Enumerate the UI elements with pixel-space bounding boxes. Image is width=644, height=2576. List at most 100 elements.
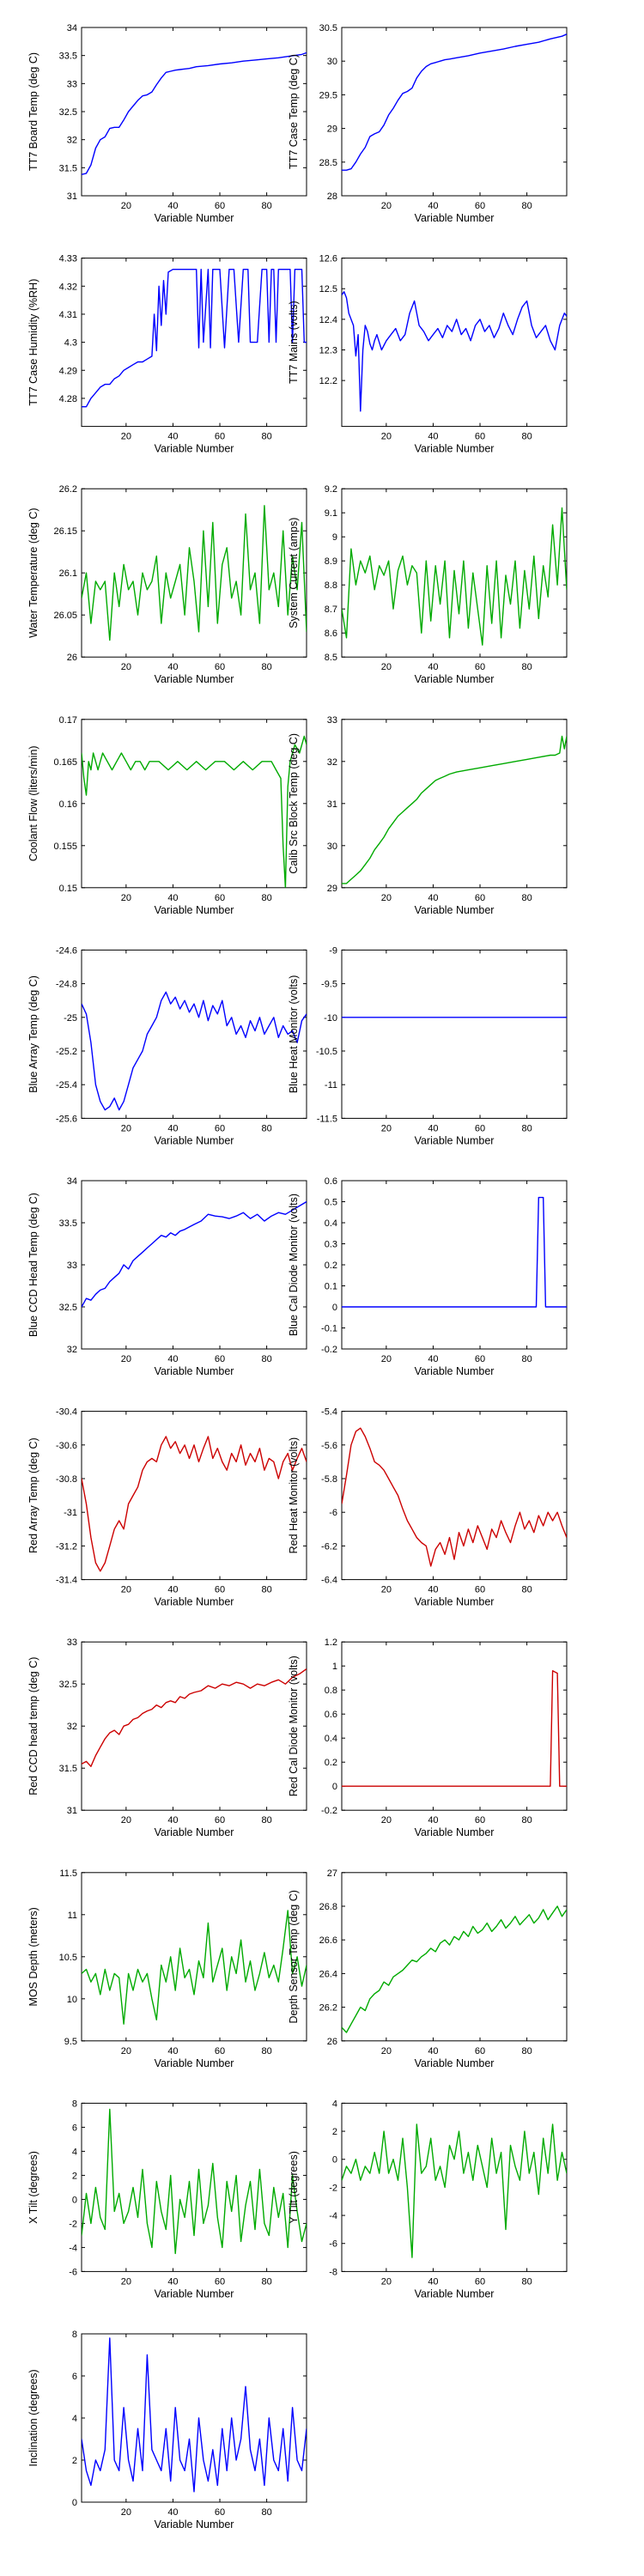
x-tick-label: 80 bbox=[521, 201, 532, 211]
x-tick-label: 20 bbox=[121, 893, 131, 903]
x-tick-label: 60 bbox=[475, 1585, 485, 1595]
y-tick-label: 2 bbox=[72, 2456, 77, 2466]
y-tick-label: -9.5 bbox=[321, 980, 337, 990]
series-line-0 bbox=[82, 1668, 307, 1767]
y-tick-label: 0.6 bbox=[325, 1176, 337, 1187]
y-tick-label: 0.15 bbox=[59, 884, 77, 894]
y-tick-label: 1 bbox=[332, 1662, 337, 1672]
y-tick-label: 31 bbox=[67, 1806, 77, 1816]
chart-panel-1: 28 28.5 29 29.5 30 30.5 20 40 60 80 Variable Numbe… bbox=[288, 23, 568, 224]
x-tick-label: 20 bbox=[121, 1815, 131, 1826]
chart-panel-7: 29 30 31 32 33 20 40 60 80 Variable Number Calib S… bbox=[288, 715, 568, 916]
chart-panel-3: 12.2 12.3 12.4 12.5 12.6 20 40 60 80 Variable Num… bbox=[288, 254, 568, 455]
y-tick-label: 26.4 bbox=[319, 1969, 337, 1979]
x-tick-label: 40 bbox=[167, 893, 178, 903]
x-axis-label: Variable Number bbox=[415, 1826, 495, 1838]
x-tick-label: 20 bbox=[381, 1815, 392, 1826]
y-tick-label: 33 bbox=[67, 1637, 77, 1648]
x-tick-label: 80 bbox=[521, 2046, 532, 2057]
plot-frame bbox=[81, 1641, 307, 1811]
y-tick-label: 0.155 bbox=[53, 841, 77, 852]
y-tick-label: 26 bbox=[67, 653, 77, 663]
series-line-0 bbox=[342, 291, 567, 412]
y-tick-label: 8.7 bbox=[325, 605, 337, 615]
plot-frame bbox=[81, 1180, 307, 1350]
y-tick-label: 32 bbox=[67, 1345, 77, 1355]
series-line-0 bbox=[342, 735, 567, 884]
x-axis-label: Variable Number bbox=[155, 904, 234, 916]
y-tick-label: -4 bbox=[329, 2211, 337, 2221]
y-tick-label: -0.2 bbox=[321, 1806, 337, 1816]
plot-frame bbox=[81, 719, 307, 889]
x-axis-label: Variable Number bbox=[155, 1134, 234, 1146]
y-tick-label: -11 bbox=[325, 1080, 337, 1091]
y-tick-label: 31 bbox=[327, 799, 337, 810]
x-tick-label: 40 bbox=[428, 201, 438, 211]
x-axis-label: Variable Number bbox=[155, 2518, 234, 2530]
y-tick-label: -2 bbox=[69, 2219, 77, 2229]
plot-frame bbox=[341, 27, 568, 197]
y-tick-label: 34 bbox=[67, 23, 77, 33]
y-tick-label: -5.6 bbox=[321, 1441, 337, 1451]
y-tick-label: 0.165 bbox=[53, 757, 77, 768]
y-tick-label: 4.3 bbox=[64, 338, 77, 349]
x-tick-label: 60 bbox=[475, 893, 485, 903]
y-tick-label: -10.5 bbox=[316, 1047, 337, 1057]
y-tick-label: 4 bbox=[332, 2099, 337, 2109]
y-tick-label: 32.5 bbox=[59, 107, 77, 118]
y-axis-label: Red Array Temp (deg C) bbox=[27, 1437, 39, 1553]
chart-panel-13: -6.4 -6.2 -6 -5.8 -5.6 -5.4 20 40 60 80 Variable N… bbox=[288, 1407, 568, 1608]
y-tick-label: -25.4 bbox=[56, 1080, 77, 1091]
chart-panel-19: -8 -6 -4 -2 0 2 4 20 40 60 80 Variable Number Y Tilt… bbox=[288, 2099, 568, 2300]
y-axis-label: Blue CCD Head Temp (deg C) bbox=[27, 1193, 39, 1337]
x-tick-label: 40 bbox=[428, 1585, 438, 1595]
y-tick-label: -30.4 bbox=[56, 1407, 77, 1418]
x-tick-label: 20 bbox=[121, 2046, 131, 2057]
y-axis-label: TT7 Case Humidity (%RH) bbox=[27, 279, 39, 406]
x-axis-label: Variable Number bbox=[415, 904, 495, 916]
y-tick-label: 30.5 bbox=[319, 23, 337, 33]
y-tick-label: 32.5 bbox=[59, 1303, 77, 1313]
y-tick-label: 10 bbox=[67, 1995, 77, 2005]
y-tick-label: -31 bbox=[64, 1508, 77, 1518]
x-tick-label: 40 bbox=[167, 2046, 178, 2057]
y-tick-label: 10.5 bbox=[59, 1953, 77, 1963]
x-tick-label: 60 bbox=[475, 1354, 485, 1364]
y-tick-label: 6 bbox=[72, 2372, 77, 2382]
y-tick-label: 33 bbox=[67, 79, 77, 89]
y-tick-label: 1.2 bbox=[325, 1637, 337, 1648]
y-tick-label: 9.1 bbox=[325, 508, 337, 519]
y-tick-label: 27 bbox=[327, 1868, 337, 1879]
x-axis-label: Variable Number bbox=[155, 1596, 234, 1608]
y-tick-label: -30.6 bbox=[56, 1441, 77, 1451]
plot-frame bbox=[81, 949, 307, 1119]
y-tick-label: 8 bbox=[72, 2330, 77, 2340]
x-axis-label: Variable Number bbox=[155, 212, 234, 224]
y-tick-label: 32.5 bbox=[59, 1680, 77, 1690]
x-tick-label: 20 bbox=[121, 1585, 131, 1595]
y-tick-label: 12.3 bbox=[319, 346, 337, 356]
y-tick-label: 0.17 bbox=[59, 715, 77, 726]
y-tick-label: -31.2 bbox=[56, 1541, 77, 1552]
x-tick-label: 20 bbox=[121, 2507, 131, 2518]
x-tick-label: 80 bbox=[261, 2276, 271, 2287]
y-tick-label: 33 bbox=[327, 715, 337, 726]
y-tick-label: 9 bbox=[332, 532, 337, 543]
y-tick-label: 4.31 bbox=[59, 310, 77, 320]
y-tick-label: 12.4 bbox=[319, 315, 337, 325]
y-tick-label: 0.2 bbox=[325, 1758, 337, 1768]
x-tick-label: 20 bbox=[121, 1123, 131, 1133]
x-tick-label: 40 bbox=[167, 1815, 178, 1826]
y-axis-label: Water Temperature (deg C) bbox=[27, 507, 39, 637]
y-tick-label: -2 bbox=[329, 2183, 337, 2193]
chart-panel-8: -25.6 -25.4 -25.2 -25 -24.8 -24.6 20 40 60 80 Vari… bbox=[27, 945, 307, 1146]
x-tick-label: 60 bbox=[215, 2507, 225, 2518]
x-tick-label: 40 bbox=[167, 1123, 178, 1133]
y-tick-label: -6 bbox=[329, 1508, 337, 1518]
x-tick-label: 80 bbox=[521, 662, 532, 672]
x-tick-label: 20 bbox=[381, 2046, 392, 2057]
x-tick-label: 80 bbox=[521, 1123, 532, 1133]
y-tick-label: 8 bbox=[72, 2099, 77, 2109]
x-tick-label: 20 bbox=[121, 432, 131, 442]
y-axis-label: MOS Depth (meters) bbox=[27, 1907, 39, 2006]
